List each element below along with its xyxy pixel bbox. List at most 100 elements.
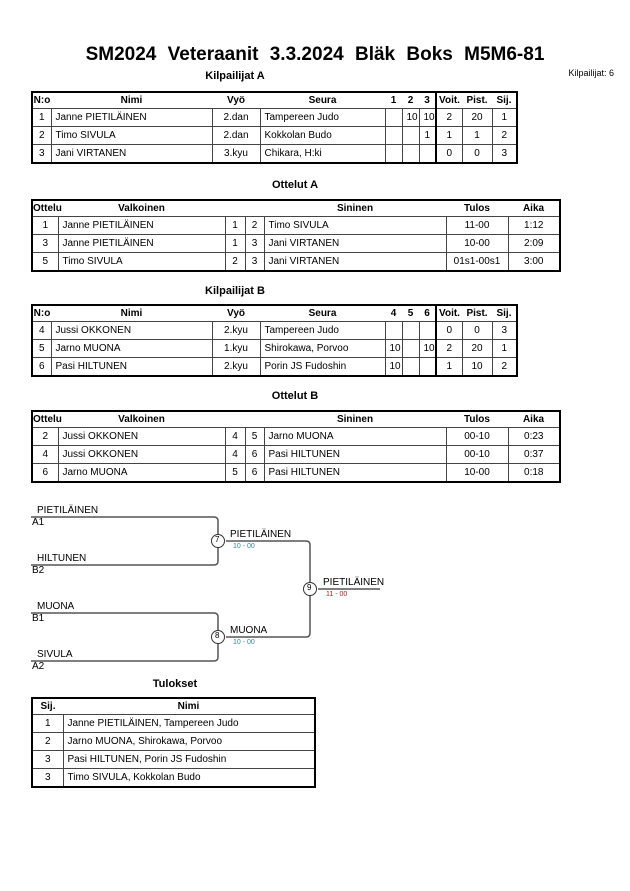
final-winner: PIETILÄINEN xyxy=(323,577,385,588)
column-header: N:o xyxy=(33,308,51,319)
column-header: Sij. xyxy=(496,308,512,319)
table-cell: 2.kyu xyxy=(211,357,261,377)
table-cell: 5 xyxy=(31,339,52,358)
match-number: 7 xyxy=(215,535,220,544)
table-cell: 3 xyxy=(31,768,64,788)
matches-a-title: Ottelut A xyxy=(271,179,319,191)
column-header: Sij. xyxy=(496,95,512,106)
result-row: 3 Timo SIVULA, Kokkolan Budo xyxy=(31,768,316,788)
table-cell: Timo SIVULA xyxy=(57,252,226,272)
column-header: 2 xyxy=(407,95,414,106)
match-row: 4 Jussi OKKONEN 4 6 Pasi HILTUNEN 00-10 0:37 xyxy=(31,445,561,464)
column-header: Aika xyxy=(522,203,545,214)
column-header: Sininen xyxy=(336,203,374,214)
column-header: 3 xyxy=(424,95,430,106)
table-cell: Timo SIVULA xyxy=(50,126,213,145)
column-header: Nimi xyxy=(120,95,143,106)
match-row: 2 Jussi OKKONEN 4 5 Jarno MUONA 00-10 0:23 xyxy=(31,427,561,446)
pool-b-table: N:o Nimi Vyö Seura 4 5 6 Voit. Pist. Sij. 4 Jussi O… xyxy=(31,304,518,377)
pool-a-table: N:o Nimi Vyö Seura 1 2 3 Voit. Pist. Sij. 1 Janne P… xyxy=(31,91,518,164)
table-cell: 1.kyu xyxy=(211,339,261,358)
competitor-row: 2 Timo SIVULA 2.dan Kokkolan Budo 1 1 1 2 xyxy=(31,126,518,145)
final-score: 11 - 00 xyxy=(326,591,348,598)
match-row: 3 Janne PIETILÄINEN 1 3 Jani VIRTANEN 10-00 2:… xyxy=(31,234,561,253)
column-header: 4 xyxy=(390,308,397,319)
table-cell: Jani VIRTANEN xyxy=(263,234,447,253)
table-cell: Pasi HILTUNEN, Porin JS Fudoshin xyxy=(62,750,316,769)
table-cell: 2 xyxy=(435,339,463,358)
column-header: Nimi xyxy=(177,701,200,712)
bracket-entry: HILTUNEN xyxy=(37,553,87,564)
table-cell: Jarno MUONA, Shirokawa, Porvoo xyxy=(62,732,316,751)
match-number: 9 xyxy=(307,583,312,592)
table-cell: 3 xyxy=(31,234,59,253)
pool-a-title: Kilpailijat A xyxy=(205,70,265,82)
table-cell: 0:18 xyxy=(507,463,561,483)
column-header: N:o xyxy=(33,95,51,106)
column-header: Seura xyxy=(308,95,337,106)
competitor-row: 1 Janne PIETILÄINEN 2.dan Tampereen Judo 10 1… xyxy=(31,108,518,127)
table-cell: 10-00 xyxy=(445,463,509,483)
column-header: Tulos xyxy=(464,414,490,425)
table-cell: 01s1-00s1 xyxy=(445,252,509,272)
bracket-entry: SIVULA xyxy=(37,649,73,660)
match-8-circle xyxy=(211,630,225,644)
table-cell: Jarno MUONA xyxy=(50,339,213,358)
column-header: Pist. xyxy=(466,308,488,319)
table-cell: 00-10 xyxy=(445,445,509,464)
column-header: Tulos xyxy=(464,203,490,214)
table-cell: Janne PIETILÄINEN xyxy=(57,234,226,253)
competitor-count: Kilpailijat: 6 xyxy=(568,68,614,78)
results-table: Sij. Nimi 1 Janne PIETILÄINEN, Tampereen Ju… xyxy=(31,697,316,788)
semi-score: 10 - 00 xyxy=(233,543,255,550)
bracket-seed: A1 xyxy=(32,517,45,528)
column-header: Voit. xyxy=(435,305,462,322)
column-header: 6 xyxy=(424,308,430,319)
column-header: 1 xyxy=(390,95,397,106)
column-header: Sininen xyxy=(336,414,374,425)
bracket-seed: B1 xyxy=(32,613,45,624)
table-cell: 2 xyxy=(491,126,518,145)
match-row: 6 Jarno MUONA 5 6 Pasi HILTUNEN 10-00 0:18 xyxy=(31,463,561,483)
bracket-seed: B2 xyxy=(32,565,45,576)
result-row: 1 Janne PIETILÄINEN, Tampereen Judo xyxy=(31,714,316,733)
table-cell: 3 xyxy=(491,321,518,340)
bracket-entry: MUONA xyxy=(37,601,75,612)
column-header: 5 xyxy=(407,308,414,319)
table-cell: Jussi OKKONEN xyxy=(57,445,226,464)
bracket-entry: PIETILÄINEN xyxy=(37,505,99,516)
column-header: Ottelu xyxy=(33,203,62,214)
result-row: 3 Pasi HILTUNEN, Porin JS Fudoshin xyxy=(31,750,316,769)
table-cell: 2:09 xyxy=(507,234,561,253)
column-header: Pist. xyxy=(466,95,488,106)
competitor-row: 3 Jani VIRTANEN 3.kyu Chikara, H:ki 0 0 3 xyxy=(31,144,518,164)
page-title: SM2024 Veteraanit 3.3.2024 Bläk Boks M5M… xyxy=(85,44,545,65)
semi-winner: MUONA xyxy=(230,625,268,636)
table-cell: Pasi HILTUNEN xyxy=(263,463,447,483)
table-cell: 6 xyxy=(31,463,59,483)
table-cell: 3 xyxy=(491,144,518,164)
table-cell: 1 xyxy=(435,126,463,145)
table-cell: 0 xyxy=(435,144,463,164)
column-header: Aika xyxy=(522,414,545,425)
competitor-row: 4 Jussi OKKONEN 2.kyu Tampereen Judo 0 0 3 xyxy=(31,321,518,340)
table-cell: Timo SIVULA, Kokkolan Budo xyxy=(62,768,316,788)
table-cell: 10-00 xyxy=(445,234,509,253)
table-cell: Pasi HILTUNEN xyxy=(263,445,447,464)
match-row: 5 Timo SIVULA 2 3 Jani VIRTANEN 01s1-00s1 3:00 xyxy=(31,252,561,272)
table-cell: 5 xyxy=(31,252,59,272)
results-title: Tulokset xyxy=(152,678,198,690)
column-header: Voit. xyxy=(435,92,462,109)
match-9-circle xyxy=(303,582,317,596)
table-cell: 10 xyxy=(384,357,403,377)
semi-score: 10 - 00 xyxy=(233,639,255,646)
column-header: Vyö xyxy=(227,95,245,106)
match-row: 1 Janne PIETILÄINEN 1 2 Timo SIVULA 11-00 1:12 xyxy=(31,216,561,235)
table-cell: Jani VIRTANEN xyxy=(263,252,447,272)
matches-a-table: Ottelu Valkoinen Sininen Tulos Aika 1 Janne PI… xyxy=(31,199,561,272)
competitor-row: 6 Pasi HILTUNEN 2.kyu Porin JS Fudoshin 10 1 1… xyxy=(31,357,518,377)
table-cell: 1 xyxy=(31,714,64,733)
table-cell: 0:37 xyxy=(507,445,561,464)
